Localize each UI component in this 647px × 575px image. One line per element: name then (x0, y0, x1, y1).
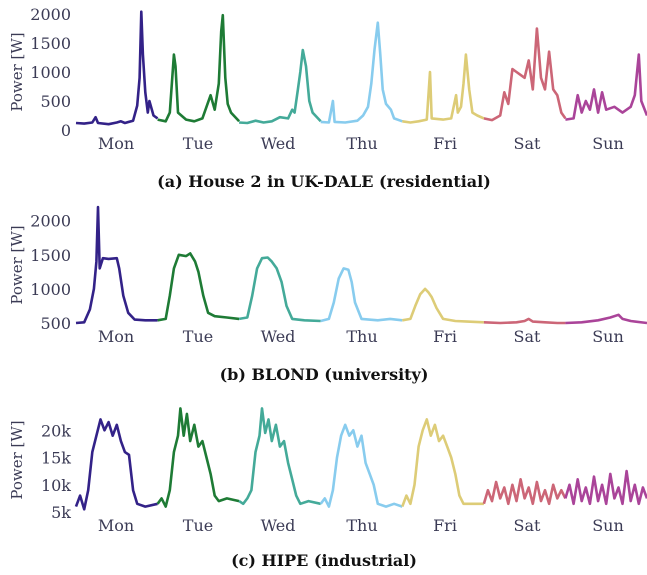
panel-b-ytick-label: 1000 (30, 280, 71, 299)
panel-b-series-sat (483, 317, 566, 325)
panel-c-series-mon (74, 418, 158, 511)
panel-c-xtick-label: Tue (183, 516, 213, 535)
panel-b-ylabel: Power [W] (8, 225, 26, 304)
panel-c-xtick-label: Fri (433, 516, 457, 535)
panel-c-ytick-label: 10k (41, 476, 71, 495)
panel-c-xtick-label: Wed (261, 516, 296, 535)
panel-a-ytick-label: 500 (40, 92, 71, 111)
panel-c-xtick-label: Sat (514, 516, 542, 535)
panel-a-series-fri (402, 53, 485, 124)
panel-b-ytick-label: 500 (40, 314, 71, 333)
panel-b-xtick-label: Sun (592, 327, 624, 346)
panel-c-series-thu (319, 423, 403, 508)
panel-a-series-sat (483, 27, 567, 122)
panel-a-xtick-label: Thu (346, 134, 377, 153)
panel-a-series-sun (565, 53, 647, 121)
panel-c-ytick-label: 15k (41, 449, 71, 468)
panel-a-series-tue (157, 13, 241, 123)
panel-c-ytick-label: 20k (41, 421, 71, 440)
panel-a-xtick-label: Mon (98, 134, 134, 153)
panel-b-ytick-label: 1500 (30, 246, 71, 265)
panel-b-xtick-label: Wed (261, 327, 296, 346)
panel-a-ytick-label: 1000 (30, 63, 71, 82)
panel-a-xtick-label: Fri (433, 134, 457, 153)
panel-a-xtick-label: Sat (514, 134, 542, 153)
panel-a-ytick-label: 2000 (30, 5, 71, 24)
panel-a-ytick-label: 1500 (30, 34, 71, 53)
panel-a-series-thu (320, 21, 403, 124)
panel-b-xtick-label: Sat (514, 327, 542, 346)
panel-b-series-mon (75, 205, 158, 325)
panel-b-series-thu (320, 267, 403, 323)
panel-c-caption: (c) HIPE (industrial) (231, 551, 417, 570)
panel-a-xtick-label: Wed (261, 134, 296, 153)
panel-c-series-sun (564, 469, 647, 506)
panel-c-ylabel: Power [W] (8, 420, 26, 499)
panel-a-ylabel: Power [W] (8, 32, 26, 111)
panel-c-series-fri (401, 418, 484, 508)
panel-c-xtick-label: Mon (98, 516, 134, 535)
panel-b-xtick-label: Tue (183, 327, 213, 346)
panel-b-xtick-label: Mon (98, 327, 134, 346)
panel-uk-dale: Power [W] (a) House 2 in UK-DALE (reside… (8, 5, 647, 191)
panel-a-ytick-label: 0 (61, 121, 71, 140)
panel-a-caption: (a) House 2 in UK-DALE (residential) (157, 172, 491, 191)
panel-b-xtick-label: Thu (346, 327, 377, 346)
panel-b-caption: (b) BLOND (university) (220, 365, 429, 384)
panel-a-xtick-label: Sun (592, 134, 624, 153)
panel-b-series-fri (402, 287, 484, 324)
panel-c-ytick-label: 5k (51, 503, 71, 522)
panel-b-xtick-label: Fri (433, 327, 457, 346)
panel-c-xtick-label: Thu (346, 516, 377, 535)
panel-b-series-sun (565, 313, 647, 325)
panel-c-series-tue (156, 407, 240, 508)
panel-c-series-sat (482, 477, 567, 506)
panel-b-series-tue (157, 252, 240, 322)
panel-blond: Power [W] (b) BLOND (university) 500 1000… (8, 205, 647, 384)
panel-c-xtick-label: Sun (592, 516, 624, 535)
panel-a-series-wed (239, 48, 322, 125)
panel-b-series-wed (238, 256, 321, 323)
panel-a-series-mon (75, 10, 159, 126)
panel-b-ytick-label: 2000 (30, 212, 71, 231)
panel-c-series-wed (238, 407, 321, 506)
panel-a-xtick-label: Tue (183, 134, 213, 153)
panel-hipe: Power [W] (c) HIPE (industrial) 5k 10k 15k… (8, 407, 647, 570)
